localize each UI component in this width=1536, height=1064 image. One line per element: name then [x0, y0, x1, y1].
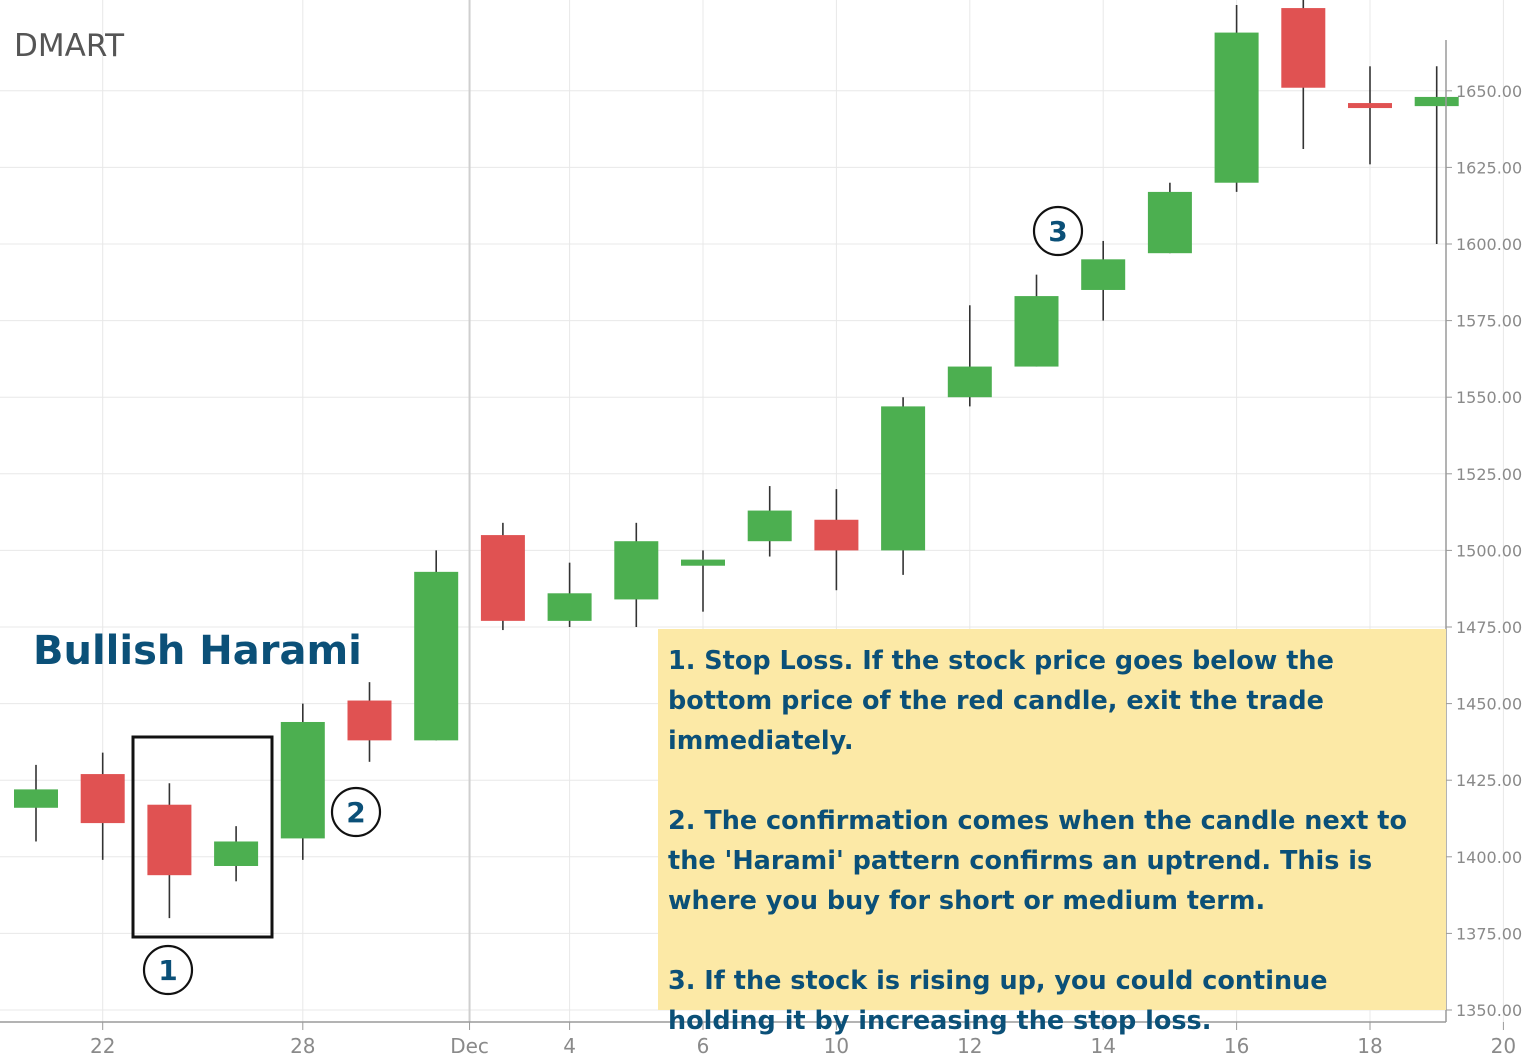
x-tick-label: 6 [697, 1034, 710, 1058]
y-tick-label: 1525.00 [1456, 465, 1522, 484]
ticker-symbol: DMART [14, 28, 125, 64]
y-axis: 1350.00 1375.00 1400.00 1425.00 1450.00 1475.… [1445, 40, 1522, 1022]
x-tick-label: 22 [90, 1034, 115, 1058]
candle-body-up [1147, 191, 1192, 254]
x-tick-label: 18 [1357, 1034, 1382, 1058]
candle-body-up [1014, 296, 1059, 367]
note-trailing-stop: 3. If the stock is rising up, you could … [668, 966, 1328, 1036]
candle-body-up [947, 366, 992, 398]
y-tick-label: 1600.00 [1456, 235, 1522, 254]
marker-circle-3 [1032, 205, 1084, 257]
candle-body-down [1348, 103, 1392, 109]
y-tick-label: 1350.00 [1456, 1001, 1522, 1020]
candle-body-up [1214, 32, 1259, 183]
candle-body-down [147, 804, 192, 876]
x-tick-label: 4 [563, 1034, 576, 1058]
marker-label-3: 3 [1048, 215, 1067, 248]
y-tick-label: 1375.00 [1456, 924, 1522, 943]
harami-highlight-box [131, 735, 274, 939]
x-tick-label: 10 [824, 1034, 849, 1058]
y-tick-label: 1650.00 [1456, 82, 1522, 101]
y-tick-label: 1450.00 [1456, 695, 1522, 714]
x-tick-label: 28 [290, 1034, 315, 1058]
candle-body-down [814, 519, 859, 551]
candle-body-up [614, 541, 659, 600]
candle-body-up [681, 559, 725, 566]
candle-body-up [280, 721, 325, 839]
marker-label-2: 2 [346, 796, 365, 829]
candle-body-up [547, 593, 592, 621]
pattern-title: Bullish Harami [33, 628, 362, 674]
note-confirmation: 2. The confirmation comes when the candl… [668, 806, 1407, 916]
x-tick-label: 12 [957, 1034, 982, 1058]
y-tick-label: 1550.00 [1456, 388, 1522, 407]
candle-body-down [1281, 8, 1326, 88]
candle-body-up [1414, 96, 1459, 107]
candle-body-up [214, 841, 259, 866]
x-axis: 22 28 Dec 4 6 10 12 14 16 18 20 [0, 1021, 1516, 1058]
marker-circle-1 [142, 944, 194, 996]
candle-body-up [14, 789, 58, 808]
candle-body-down [480, 535, 525, 621]
candle-body-up [747, 510, 792, 542]
marker-circle-2 [330, 786, 382, 838]
note-stop-loss: 1. Stop Loss. If the stock price goes be… [668, 646, 1334, 756]
x-tick-label: 14 [1090, 1034, 1115, 1058]
marker-label-1: 1 [158, 954, 177, 987]
y-tick-label: 1500.00 [1456, 541, 1522, 560]
y-tick-label: 1425.00 [1456, 771, 1522, 790]
notes-panel: 1. Stop Loss. If the stock price goes be… [658, 629, 1446, 1036]
candles [14, 0, 1459, 919]
candle-body-up [881, 406, 926, 551]
candle-body-up [414, 571, 459, 741]
x-tick-label: Dec [450, 1034, 489, 1058]
pattern-markers: 1 2 3 [131, 205, 1084, 996]
y-tick-label: 1575.00 [1456, 312, 1522, 331]
x-tick-label: 20 [1491, 1034, 1516, 1058]
candle-body-down [347, 700, 392, 741]
candle-body-up [1081, 259, 1126, 290]
y-tick-label: 1475.00 [1456, 618, 1522, 637]
x-tick-label: 16 [1224, 1034, 1249, 1058]
candle-body-down [80, 774, 125, 824]
y-tick-label: 1400.00 [1456, 848, 1522, 867]
y-tick-label: 1625.00 [1456, 158, 1522, 177]
